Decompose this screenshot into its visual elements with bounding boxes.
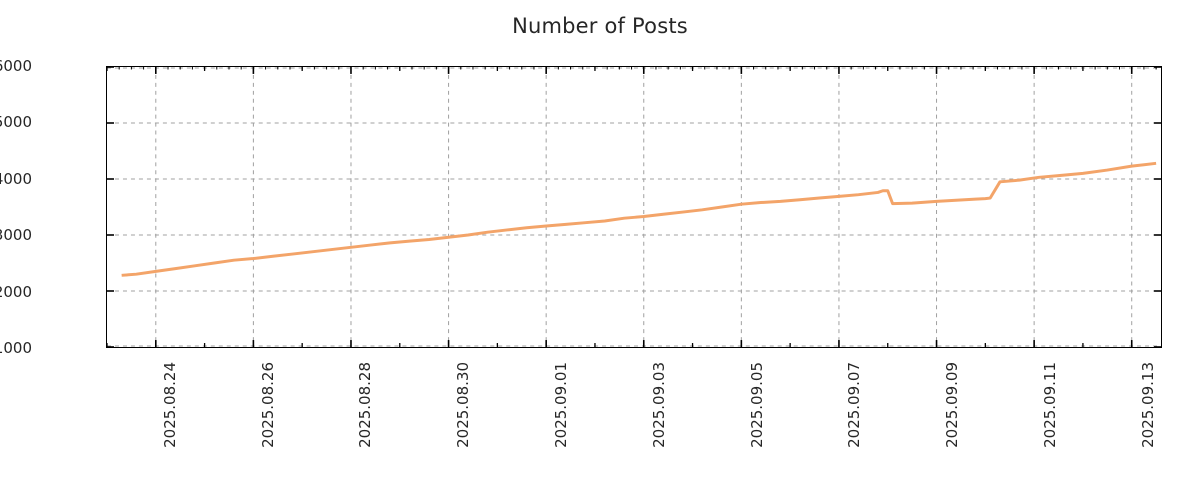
data-series-line [121, 161, 1157, 277]
x-tick-label: 2025.08.24 [160, 362, 179, 448]
y-tick-label: 33000 [0, 226, 32, 245]
x-tick-label: 2025.09.11 [1040, 362, 1059, 448]
y-tick-label: 31000 [0, 339, 32, 357]
chart-title: Number of Posts [512, 14, 688, 38]
x-axis-tick-labels: 2025.08.24 2025.08.26 2025.08.28 2025.08.30… [0, 362, 1200, 500]
x-tick-label: 2025.09.03 [649, 362, 668, 448]
x-tick-label: 2025.09.09 [943, 362, 962, 448]
gridlines [107, 67, 1161, 347]
axis-ticks [106, 66, 1161, 348]
x-tick-label: 2025.08.26 [258, 362, 277, 448]
x-tick-label: 2025.09.01 [552, 362, 570, 448]
series-number-of-posts [121, 161, 1157, 277]
y-tick-label: 32000 [0, 282, 32, 301]
y-tick-label: 36000 [0, 57, 32, 75]
x-tick-label: 2025.09.07 [845, 362, 864, 448]
x-tick-label: 2025.09.13 [1138, 362, 1157, 448]
plot-area [106, 66, 1162, 348]
y-tick-label: 35000 [0, 113, 32, 132]
y-tick-label: 34000 [0, 169, 32, 188]
x-tick-label: 2025.08.30 [454, 362, 473, 448]
x-tick-label: 2025.09.05 [747, 362, 766, 448]
x-tick-label: 2025.08.28 [356, 362, 375, 448]
